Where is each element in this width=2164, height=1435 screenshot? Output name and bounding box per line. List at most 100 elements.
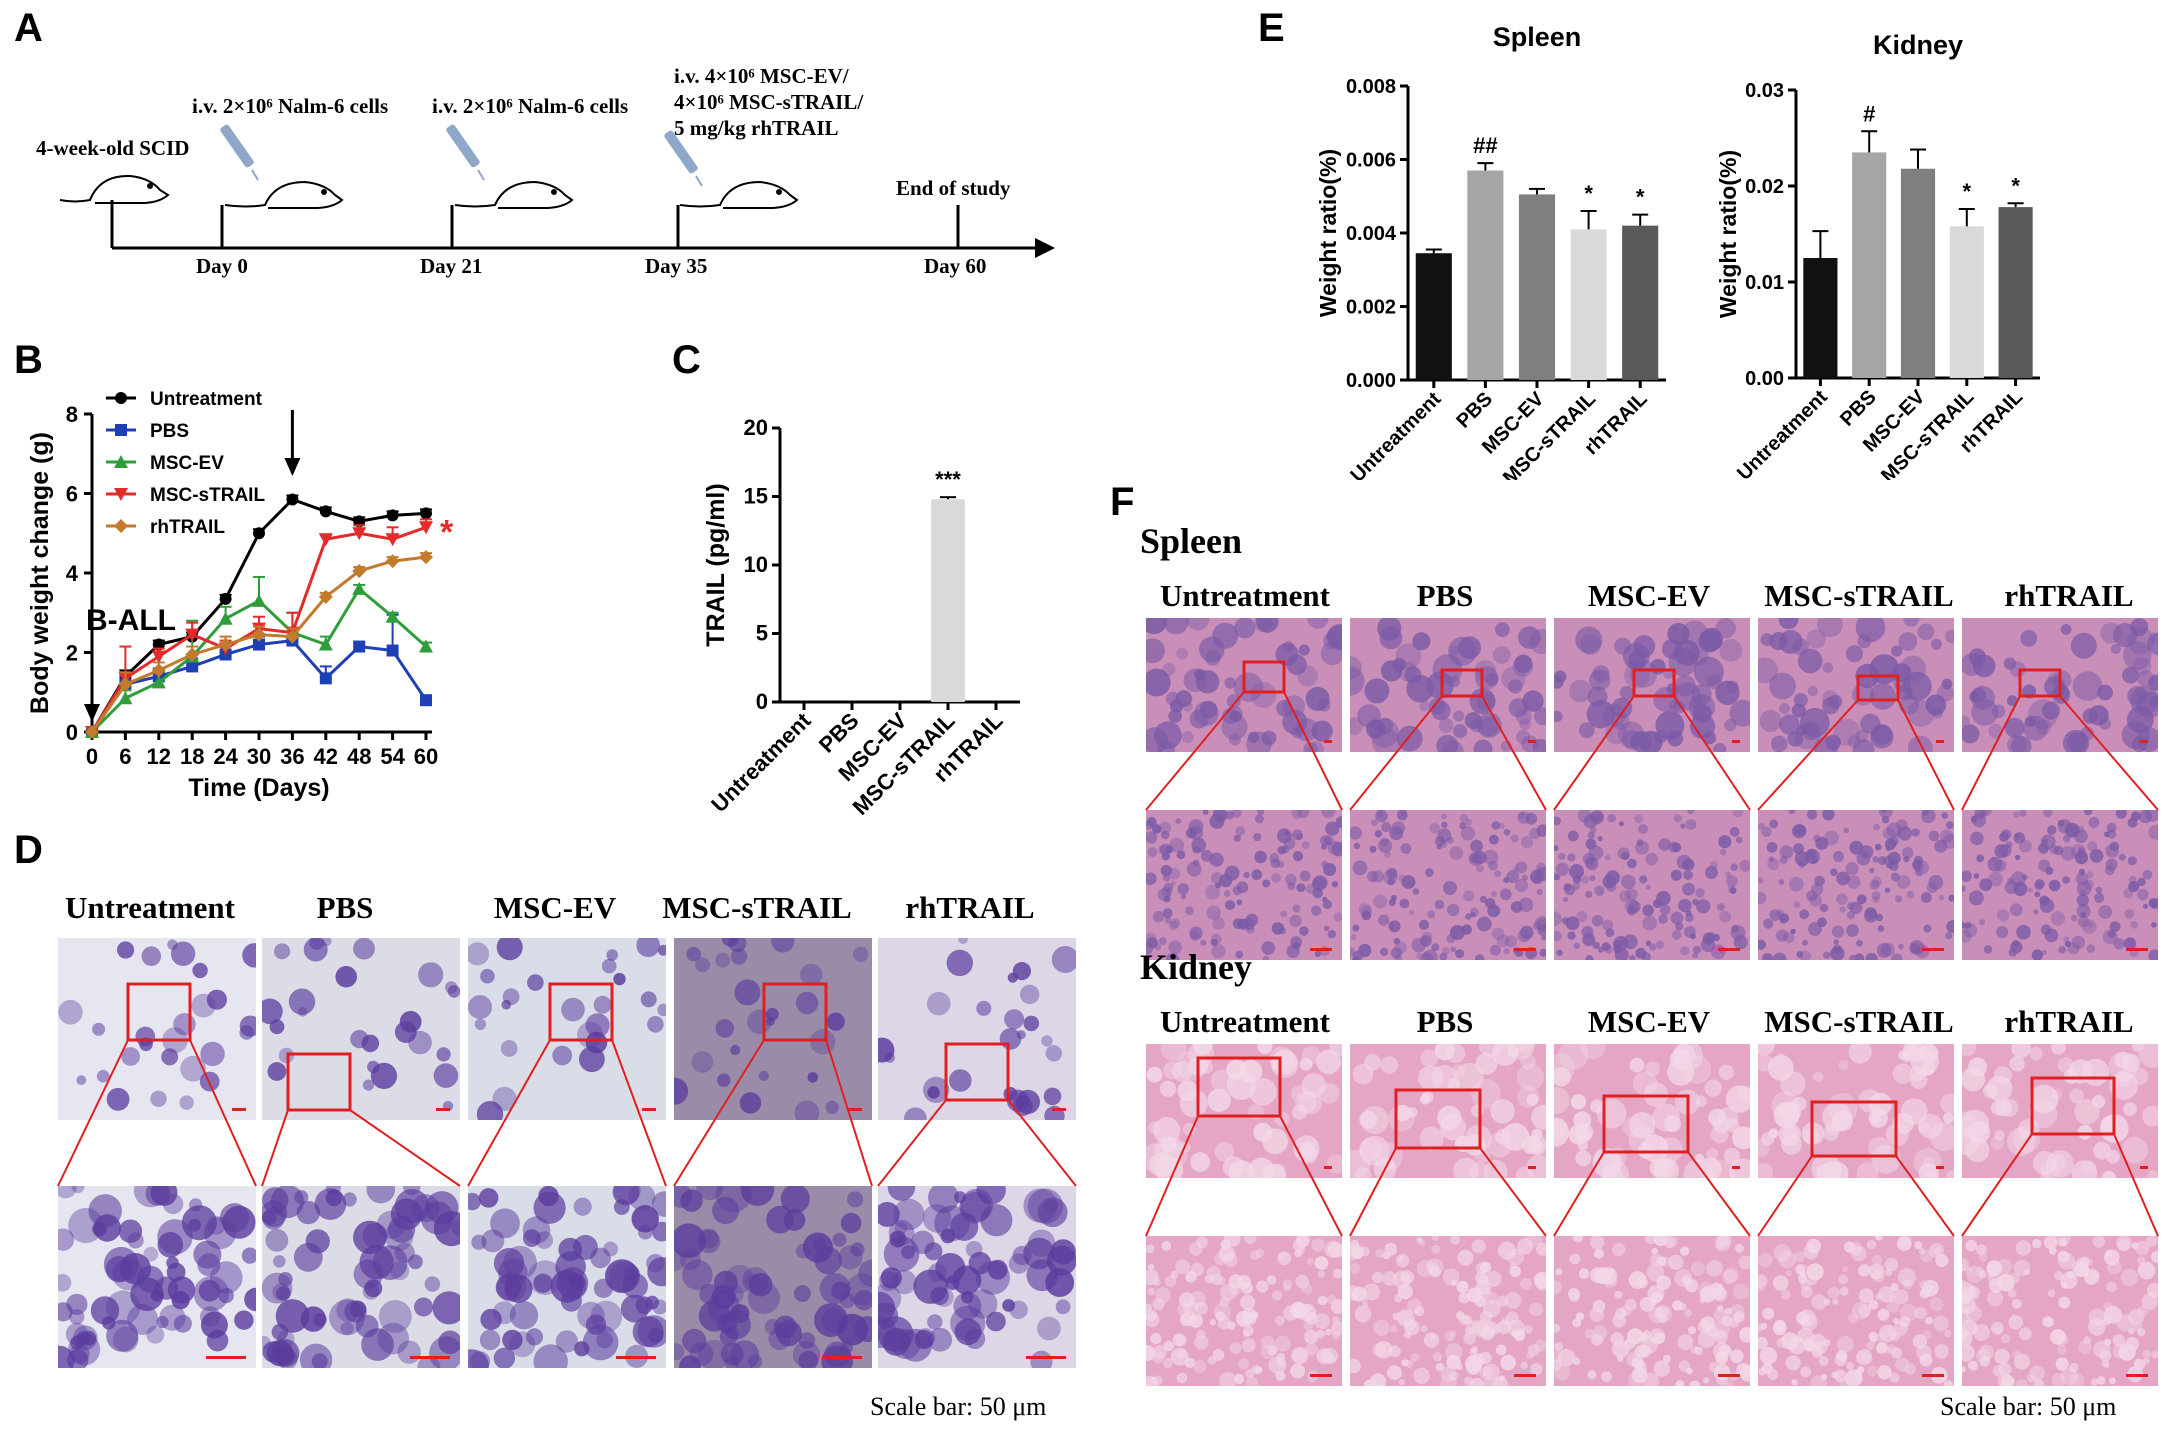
b-arrow-treatment-head [284,458,301,476]
f-kidney-zoom-image-pbs [1350,1236,1546,1386]
b-series-rhtrail-point [252,627,266,642]
d-zoom-image-untreatment-image [58,1186,256,1368]
f-spleen-zoom-image-untreatment [1146,810,1342,960]
panel-a-timeline: 4-week-old SCID i.v. 2×10⁶ Nalm-6 cells … [0,0,1080,300]
panel-c-bar-chart: 05101520UntreatmentPBSMSC-EVMSC-sTRAIL**… [702,415,1020,820]
b-x-tick-label: 30 [247,744,271,769]
b-series-rhtrail-point [352,564,367,579]
b-y-tick-label: 0 [66,720,78,745]
b-series-msc-strail-point [385,533,400,547]
e-kidney-y-tick-label: 0.00 [1745,368,1784,390]
b-annotation-b-all: B-ALL [86,604,176,637]
e-spleen-bar-msc-strail [1570,229,1607,380]
f-spleen-zoom-connectors [1145,691,2159,811]
f-spleen-top-image-rhtrail-image [1962,618,2158,752]
b-significance-star: * [440,513,454,551]
timeline-injection2: i.v. 2×10⁶ Nalm-6 cells [432,94,629,118]
d-top-image-pbs-image [262,938,460,1120]
e-kidney-bar-msc-strail [1949,226,1984,378]
d-image-grid [40,938,1080,1368]
e-spleen-y-tick-label: 0.002 [1346,297,1396,319]
f-spleen-top-image-untreatment [1146,618,1342,752]
e-kidney-bar-msc-ev [1900,168,1936,378]
b-series-pbs-point [353,640,366,653]
e-kidney-significance: # [1863,101,1875,126]
timeline-day60: Day 60 [924,254,987,278]
e-kidney-y-tick-label: 0.02 [1745,176,1784,198]
timeline-arrowhead [1035,238,1055,258]
b-series-untreatment-point [319,505,332,518]
syringe-icon [220,124,259,181]
b-series-msc-ev-point [252,593,266,607]
b-x-tick-label: 42 [314,744,338,769]
b-series-rhtrail-point [419,550,433,565]
b-series-untreatment-point [420,507,432,520]
timeline-diagram [59,124,1055,258]
panel-e-letter: E [1258,6,1285,50]
b-x-tick-label: 60 [414,744,438,769]
e-kidney-category-label: Untreatment [1733,386,1832,480]
f-spleen-top-image-pbs-image [1350,618,1546,752]
d-group-label-pbs: PBS [316,890,374,925]
d-zoom-image-msc-ev [468,1186,666,1368]
b-series-pbs-line [90,638,428,733]
timeline-day35: Day 35 [645,254,708,278]
f-spleen-label-rhtrail: rhTRAIL [2004,578,2134,613]
b-legend-marker [115,424,127,436]
d-scale-bar-label: Scale bar: 50 μm [870,1392,1047,1421]
b-x-tick-label: 6 [119,744,131,769]
timeline-day21: Day 21 [420,254,483,278]
e-kidney-category-label: PBS [1836,386,1881,431]
f-kidney-zoom-image-rhtrail-image [1962,1236,2158,1386]
f-spleen-label-msc-strail: MSC-sTRAIL [1764,578,1954,613]
d-group-label-msc-strail: MSC-sTRAIL [662,890,852,925]
b-series-rhtrail-point [151,663,166,678]
b-arrow-bal-head [84,704,100,722]
f-kidney-zoom-image-msc-strail [1758,1236,1954,1386]
e-kidney-significance: * [2011,173,2020,198]
b-legend-label: MSC-sTRAIL [150,485,265,506]
b-legend-marker [114,519,128,533]
e-spleen-bar-rhtrail [1622,225,1659,380]
b-x-tick-label: 48 [347,744,371,769]
b-x-tick-label: 18 [180,744,204,769]
e-spleen-significance: * [1584,181,1593,206]
d-zoom-image-msc-strail [674,1186,872,1368]
f-kidney-zoom-image-msc-ev [1554,1236,1750,1386]
e-spleen-category-label: PBS [1452,388,1497,433]
c-y-tick-label: 15 [744,484,768,509]
b-x-tick-label: 54 [380,744,405,769]
f-spleen-top-image-msc-strail-image [1758,618,1954,752]
f-kidney-image-grid [1140,1044,2160,1386]
f-spleen-top-image-msc-ev [1554,618,1750,752]
f-kidney-top-image-msc-ev [1554,1044,1750,1178]
b-series-rhtrail-point [285,629,300,644]
b-x-tick-label: 36 [280,744,304,769]
d-group-label-msc-ev: MSC-EV [493,890,617,925]
timeline-treatment-line1: i.v. 4×10⁶ MSC-EV/ [674,64,849,88]
f-spleen-image-grid [1140,618,2160,960]
e-kidney-bar-pbs [1852,152,1887,378]
f-kidney-top-image-msc-strail-image [1758,1044,1954,1178]
f-kidney-label: Kidney [1140,947,1253,987]
f-scale-bar-label: Scale bar: 50 μm [1940,1392,2117,1421]
e-spleen-significance: ## [1473,133,1497,158]
b-series-untreatment-point [386,509,399,522]
e-spleen-y-axis-label: Weight ratio(%) [1315,149,1341,317]
b-y-tick-label: 6 [66,482,78,507]
e-spleen-y-tick-label: 0.006 [1346,150,1396,172]
f-spleen-zoom-image-untreatment-image [1146,810,1342,960]
f-spleen-zoom-image-msc-ev [1554,810,1750,960]
d-zoom-connectors [57,1039,1077,1187]
b-legend-marker [115,392,127,404]
timeline-injection1: i.v. 2×10⁶ Nalm-6 cells [192,94,389,118]
b-series-rhtrail-point [185,647,200,662]
f-kidney-zoom-connectors [1145,1115,2159,1237]
f-spleen-label: Spleen [1140,521,1243,561]
b-x-tick-label: 12 [147,744,171,769]
f-kidney-top-image-msc-ev-image [1554,1044,1750,1178]
e-kidney-significance: * [1963,179,1972,204]
c-y-tick-label: 5 [756,621,768,646]
